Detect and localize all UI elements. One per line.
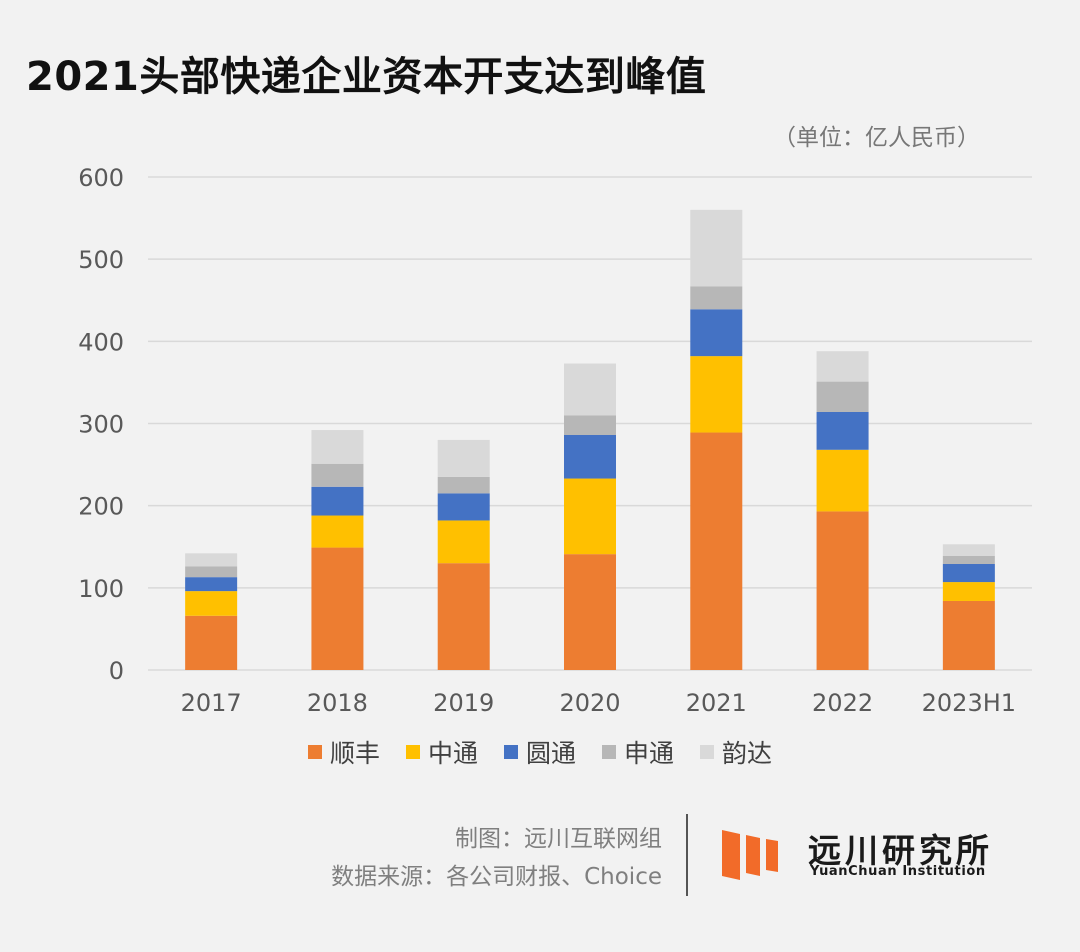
bar-segment-2017-圆通: [185, 577, 238, 592]
bar-segment-2019-圆通: [437, 493, 490, 521]
legend-label: 韵达: [722, 739, 773, 768]
bar-segment-2021-韵达: [690, 209, 743, 287]
x-tick-label: 2023H1: [922, 689, 1016, 717]
x-tick-label: 2022: [812, 689, 873, 717]
legend-item: 顺丰: [307, 734, 380, 770]
bar-segment-2020-圆通: [564, 435, 616, 479]
bar-segment-2019-顺丰: [437, 563, 490, 670]
bar-segment-2018-申通: [311, 463, 364, 487]
bar-segment-2023H1-韵达: [942, 544, 995, 556]
bar-segment-2020-中通: [564, 478, 616, 555]
bar-segment-2022-中通: [816, 449, 869, 512]
bar-segment-2020-申通: [564, 415, 616, 436]
bar-segment-2018-韵达: [311, 430, 364, 464]
logo-name-cn: 远川研究所: [808, 831, 993, 870]
bar-segment-2023H1-中通: [942, 582, 995, 601]
legend-item: 韵达: [700, 734, 772, 770]
y-axis-ticks: 0 100 200 300 400 500 600: [78, 164, 124, 685]
logo-name-en: YuanChuan Institution: [810, 864, 986, 879]
bar-segment-2020-韵达: [564, 363, 616, 416]
legend-swatch: [602, 745, 616, 759]
x-tick-label: 2017: [181, 689, 242, 717]
y-tick-label: 0: [109, 657, 124, 685]
bar-segment-2022-圆通: [816, 411, 869, 450]
bars: [185, 209, 995, 670]
legend-swatch: [503, 745, 518, 759]
y-tick-label: 500: [78, 246, 124, 274]
x-tick-label: 2021: [686, 689, 747, 717]
bar-segment-2017-中通: [185, 591, 238, 616]
x-tick-label: 2019: [433, 689, 494, 717]
logo-bar-2: [746, 835, 760, 876]
legend-swatch: [700, 745, 715, 759]
legend-swatch: [307, 745, 322, 759]
legend-label: 申通: [624, 739, 675, 768]
bar-segment-2022-顺丰: [816, 511, 869, 670]
x-tick-label: 2020: [559, 689, 620, 717]
chart-legend: 顺丰 中通 圆通 申通 韵达: [0, 734, 1080, 770]
x-tick-label: 2018: [307, 689, 368, 717]
logo-bar-3: [766, 839, 778, 872]
unit-note: （单位：亿人民币）: [773, 125, 980, 151]
bar-segment-2017-韵达: [185, 553, 238, 567]
bar-segment-2017-顺丰: [185, 615, 238, 670]
bar-segment-2017-申通: [185, 566, 238, 578]
bar-segment-2021-中通: [690, 356, 743, 433]
legend-label: 顺丰: [329, 739, 380, 768]
logo-bar-1: [722, 830, 740, 880]
y-tick-label: 400: [78, 328, 124, 356]
bar-segment-2018-中通: [311, 515, 364, 548]
footer-credit: 制图：远川互联网组: [455, 826, 662, 852]
legend-swatch: [405, 745, 420, 759]
legend-label: 圆通: [525, 739, 576, 768]
bar-segment-2023H1-申通: [942, 555, 995, 565]
legend-item: 申通: [602, 734, 674, 770]
legend-item: 圆通: [503, 734, 576, 770]
bar-segment-2021-顺丰: [690, 432, 743, 670]
bar-segment-2022-韵达: [816, 351, 869, 382]
chart-title: 2021头部快递企业资本开支达到峰值: [26, 54, 707, 100]
stacked-bar-chart: 0 100 200 300 400 500 600 2017 2018 2019 2020 2021…: [78, 164, 1032, 717]
y-tick-label: 600: [78, 164, 124, 192]
legend-item: 中通: [405, 734, 478, 770]
y-tick-label: 200: [78, 493, 124, 521]
bar-segment-2018-顺丰: [311, 547, 364, 670]
bar-segment-2019-中通: [437, 520, 490, 564]
bar-segment-2021-申通: [690, 286, 743, 310]
bar-segment-2019-韵达: [437, 439, 490, 477]
footer-credits: 制图：远川互联网组 数据来源：各公司财报、Choice: [331, 820, 662, 896]
x-axis-ticks: 2017 2018 2019 2020 2021 2022 2023H1: [181, 689, 1016, 717]
bar-segment-2023H1-顺丰: [942, 600, 995, 670]
y-tick-label: 100: [78, 575, 124, 603]
logo-mark-icon: [722, 830, 778, 880]
y-tick-label: 300: [78, 411, 124, 439]
legend-label: 中通: [427, 739, 478, 768]
bar-segment-2018-圆通: [311, 486, 364, 516]
bar-segment-2020-顺丰: [564, 554, 616, 670]
bar-segment-2022-申通: [816, 381, 869, 412]
footer-source: 数据来源：各公司财报、Choice: [331, 864, 662, 890]
footer-divider: [686, 814, 688, 896]
bar-segment-2021-圆通: [690, 309, 743, 357]
bar-segment-2019-申通: [437, 476, 490, 494]
bar-segment-2023H1-圆通: [942, 564, 995, 583]
